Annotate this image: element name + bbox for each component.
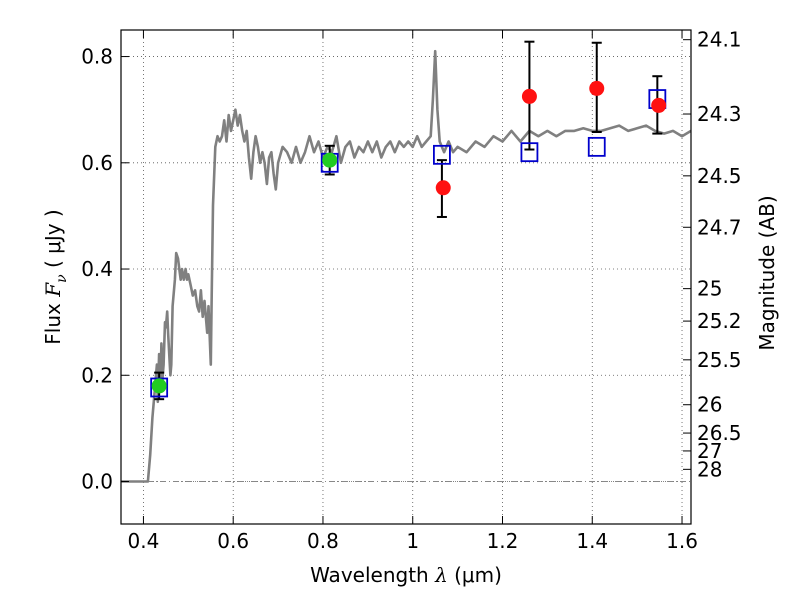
y-axis-label-suffix: ( μJy ) <box>41 209 65 274</box>
x-axis-label: Wavelength λ (μm) <box>310 563 502 587</box>
error-bars <box>154 40 663 401</box>
x-tick-label: 0.8 <box>307 529 339 553</box>
y2-tick-label: 25.2 <box>697 309 742 333</box>
y2-tick-label: 25.5 <box>697 348 742 372</box>
y2-tick-label: 26.5 <box>697 421 742 445</box>
y2-tick-label: 24.3 <box>697 102 742 126</box>
square-marker <box>587 136 606 157</box>
model-spectrum <box>121 49 691 483</box>
spectrum-line <box>121 49 691 483</box>
y2-tick-label: 28 <box>697 457 722 481</box>
y-tick-label: 0.4 <box>81 257 113 281</box>
y-axis-label-symbol: F <box>41 282 65 298</box>
circle-marker <box>589 80 605 96</box>
y2-tick-label: 24.1 <box>697 28 742 52</box>
y-tick-label: 0.6 <box>81 151 113 175</box>
axis-ticks: 0.4 0.6 0.8 1 1.2 1.4 1.6 0.0 0.2 0.4 0.6 0.8 24.1 24… <box>81 28 741 553</box>
y-axis-label-prefix: Flux <box>41 297 65 345</box>
x-tick-label: 1.2 <box>487 529 519 553</box>
square-marker <box>520 142 539 163</box>
y2-tick-label: 24.7 <box>697 215 742 239</box>
circle-marker <box>435 180 451 196</box>
y2-tick-label: 27 <box>697 439 722 463</box>
x-tick-label: 0.6 <box>217 529 249 553</box>
grid-lines <box>121 30 691 524</box>
y2-axis-label: Magnitude (AB) <box>755 195 779 350</box>
circle-marker <box>151 378 167 394</box>
x-tick-label: 1.4 <box>576 529 608 553</box>
y2-tick-label: 24.5 <box>697 164 742 188</box>
y-axis-label-subscript: ν <box>54 274 70 283</box>
y-axis-label: Flux Fν ( μJy ) <box>41 209 70 344</box>
x-axis-label-suffix: (μm) <box>448 563 502 587</box>
circle-marker <box>521 88 537 104</box>
x-axis-label-symbol: λ <box>434 563 448 587</box>
x-axis-label-prefix: Wavelength <box>310 563 435 587</box>
circle-marker <box>322 152 338 168</box>
y-tick-label: 0.8 <box>81 45 113 69</box>
y2-tick-label: 26 <box>697 393 722 417</box>
x-tick-label: 0.4 <box>128 529 160 553</box>
y-tick-label: 0.0 <box>81 470 113 494</box>
x-tick-label: 1.6 <box>666 529 698 553</box>
y2-tick-label: 25 <box>697 277 722 301</box>
data-points <box>150 80 667 398</box>
y-tick-label: 0.2 <box>81 363 113 387</box>
circle-marker <box>651 97 667 113</box>
x-tick-label: 1 <box>406 529 419 553</box>
square-marker <box>433 144 451 165</box>
plot-frame <box>120 29 692 525</box>
